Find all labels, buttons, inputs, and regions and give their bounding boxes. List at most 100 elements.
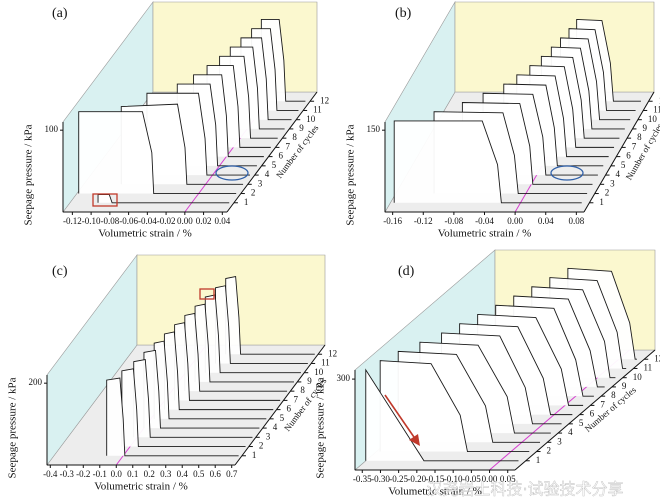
- x-tick-label: -0.2: [76, 469, 90, 479]
- y-tick-label: 5: [621, 160, 626, 170]
- y-tick-label: 9: [622, 381, 627, 391]
- z-axis-label: Seepage pressure / kPa: [7, 377, 19, 478]
- y-axis: [583, 91, 655, 213]
- x-tick-label: 0.04: [214, 216, 230, 226]
- y-tick-label: 11: [653, 105, 660, 115]
- y-tick-label: 8: [637, 132, 642, 142]
- cycle-curve: [78, 111, 237, 194]
- z-tick-label: 300: [337, 373, 351, 383]
- arrow-head: [409, 434, 420, 446]
- x-tick-label: -0.12: [63, 216, 82, 226]
- y-tick-label: 7: [293, 394, 298, 404]
- x-tick-label: 0.00: [482, 474, 498, 484]
- panel-label: (a): [52, 6, 68, 21]
- cycle-curve: [121, 368, 246, 447]
- x-tick-label: -0.08: [445, 216, 464, 226]
- highlight-box: [199, 288, 215, 300]
- panel: -0.35 -0.30 -0.25 -0.20 -0.15 -0.10 -0.05 0.00 0…: [315, 249, 660, 498]
- x-tick-label: -0.12: [414, 216, 433, 226]
- y-tick-label: 1: [536, 455, 541, 465]
- x-tick-label: -0.08: [100, 216, 119, 226]
- cycle-curve: [106, 377, 239, 457]
- panel: -0.4 -0.3 -0.2 -0.1 0.0 0.1 0.2 0.3 0.4 0.5 0.6 0.7…: [7, 254, 337, 493]
- y-tick-label: 4: [273, 422, 278, 432]
- x-tick-label: -0.35: [353, 474, 372, 484]
- y-tick-label: 8: [611, 390, 616, 400]
- x-tick-label: 0.4: [177, 469, 189, 479]
- y-tick-label: 4: [616, 169, 621, 179]
- y-tick-label: 4: [265, 169, 270, 179]
- cycle-curve: [393, 120, 582, 204]
- y-tick-label: 7: [632, 141, 637, 151]
- x-tick-label: 0.0: [111, 469, 123, 479]
- x-axis-label: Volumetric strain / %: [438, 228, 532, 240]
- y-tick-label: 11: [643, 363, 652, 373]
- y-tick-label: 12: [659, 95, 660, 105]
- x-tick-label: -0.06: [119, 216, 138, 226]
- highlight-ellipse: [215, 165, 249, 181]
- panel-label: (d): [398, 264, 415, 279]
- y-tick-label: 6: [590, 409, 595, 419]
- z-tick-label: 100: [45, 124, 59, 134]
- z-axis-label: Seepage pressure / kPa: [315, 377, 327, 478]
- x-tick-label: -0.04: [138, 216, 157, 226]
- z-axis-label: Seepage pressure / kPa: [345, 124, 357, 225]
- highlight-box: [92, 193, 118, 207]
- x-tick-label: -0.1: [93, 469, 107, 479]
- y-tick-label: 5: [579, 418, 584, 428]
- panels: -0.12 -0.10 -0.08 -0.06 -0.04 -0.02 0.00 0.02 0.…: [7, 0, 660, 498]
- y-tick-label: 12: [654, 353, 660, 363]
- x-tick-label: 0.02: [196, 216, 212, 226]
- y-tick-label: 11: [313, 105, 322, 115]
- x-tick-label: 0.2: [144, 469, 155, 479]
- y-tick-label: 7: [285, 141, 290, 151]
- z-tick-label: 150: [367, 124, 381, 134]
- panel-label: (b): [395, 6, 412, 21]
- x-tick-label: 0.3: [160, 469, 172, 479]
- y-tick-label: 10: [306, 114, 316, 124]
- y-axis: [226, 91, 318, 213]
- y-tick-label: 12: [328, 348, 337, 358]
- y-tick-label: 12: [320, 95, 329, 105]
- watermark: 汉尧岩土科技·试验技术分享: [426, 480, 623, 499]
- y-tick-label: 4: [568, 427, 573, 437]
- x-axis-label: Volumetric strain / %: [94, 481, 188, 493]
- x-tick-label: -0.20: [407, 474, 426, 484]
- y-tick-label: 1: [252, 450, 257, 460]
- y-tick-label: 5: [272, 160, 277, 170]
- y-tick-label: 7: [600, 399, 605, 409]
- x-tick-label: -0.30: [371, 474, 390, 484]
- x-tick-label: -0.02: [157, 216, 176, 226]
- y-tick-label: 2: [251, 188, 256, 198]
- x-tick-label: 0.00: [507, 216, 523, 226]
- x-tick-label: -0.10: [82, 216, 101, 226]
- cycle-curve: [365, 368, 519, 462]
- x-tick-label: 0.05: [500, 474, 516, 484]
- y-tick-label: 6: [626, 151, 631, 161]
- cycle-curve: [379, 360, 530, 452]
- x-tick-label: 0.00: [177, 216, 193, 226]
- y-tick-label: 6: [279, 151, 284, 161]
- highlight-ellipse: [550, 165, 584, 181]
- x-tick-label: 0.7: [226, 469, 238, 479]
- annotations: [92, 165, 584, 446]
- y-tick-label: 10: [648, 114, 658, 124]
- z-axis-label: Seepage pressure / kPa: [23, 124, 35, 225]
- x-tick-label: 0.6: [210, 469, 222, 479]
- y-tick-label: 2: [605, 188, 610, 198]
- x-tick-label: -0.25: [389, 474, 408, 484]
- y-tick-label: 9: [642, 123, 647, 133]
- x-tick-label: -0.15: [426, 474, 445, 484]
- y-tick-label: 3: [557, 436, 562, 446]
- y-tick-label: 9: [307, 376, 312, 386]
- y-tick-label: 3: [266, 431, 271, 441]
- x-axis-label: Volumetric strain / %: [388, 486, 482, 498]
- y-tick-label: 10: [633, 372, 643, 382]
- x-tick-label: 0.04: [538, 216, 554, 226]
- y-tick-label: 3: [610, 178, 615, 188]
- y-tick-label: 11: [321, 358, 330, 368]
- y-axis: [514, 349, 656, 471]
- x-tick-label: -0.10: [444, 474, 463, 484]
- y-axis: [234, 344, 326, 466]
